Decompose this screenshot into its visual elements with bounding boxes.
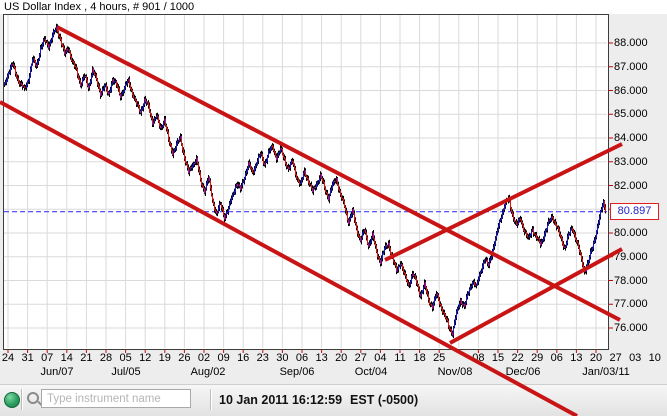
x-axis-label: 20 [589,352,603,364]
y-axis-label: 87.000 [614,60,648,73]
x-axis-month-label: Dec/06 [505,366,541,378]
x-axis-label: 03 [629,352,642,364]
connection-status-icon [4,392,20,408]
x-axis-month-label: Aug/02 [190,366,226,378]
search-icon [27,392,44,408]
x-axis-month-label: Oct/04 [354,366,388,378]
y-axis-label: 79.000 [614,250,648,263]
separator [210,389,211,410]
title-bar: US Dollar Index , 4 hours, # 901 / 1000 [0,0,667,14]
y-axis-label: 80.000 [614,227,648,239]
y-axis-label: 86.000 [614,84,648,97]
chart-plot-area[interactable] [3,14,609,350]
x-axis-label: 27 [609,352,622,364]
status-bar: 10 Jan 2011 16:12:59 EST (-0500) [0,384,667,416]
x-axis-month-label: Nov/08 [437,366,473,378]
x-axis-label: 25 [433,352,446,364]
x-axis-month-label: Sep/06 [279,366,315,378]
separator [21,389,22,410]
chart-title: US Dollar Index , 4 hours, # 901 / 1000 [4,1,195,13]
x-axis-month-label: Jun/07 [40,366,74,378]
y-axis-label: 82.000 [614,179,648,192]
clock-timezone: EST (-0500) [350,393,419,407]
x-axis-month-label: Jul/05 [111,366,141,378]
clock: 10 Jan 2011 16:12:59 EST (-0500) [219,393,418,407]
y-axis-label: 85.000 [614,108,648,121]
x-axis-label: 10 [648,352,661,364]
last-price-label: 80.897 [610,203,659,220]
clock-time: 10 Jan 2011 16:12:59 [219,393,343,407]
x-axis-month-label: Jan/03/11 [582,366,630,378]
y-axis-label: 78.000 [614,274,648,287]
y-axis-label: 88.000 [614,37,648,49]
instrument-search-input[interactable] [41,389,191,408]
last-price-value: 80.897 [617,205,652,217]
y-axis-label: 83.000 [614,155,648,168]
y-axis-label: 77.000 [614,298,648,311]
y-axis-label: 76.000 [614,322,648,334]
y-axis-label: 84.000 [614,132,648,144]
